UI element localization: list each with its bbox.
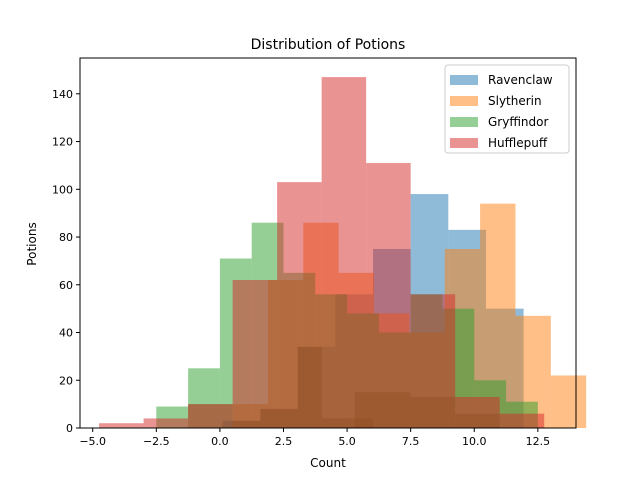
- x-tick-label: 12.5: [526, 435, 551, 448]
- bar-hufflepuff: [321, 77, 367, 428]
- overlap-bar: [188, 404, 233, 428]
- x-tick-label: 2.5: [275, 435, 293, 448]
- y-tick-label: 20: [59, 374, 73, 387]
- bar-hufflepuff: [410, 294, 456, 428]
- legend-label-slytherin: Slytherin: [488, 94, 542, 108]
- overlap-bar: [232, 420, 261, 428]
- x-tick-label: 7.5: [402, 435, 420, 448]
- plot-area: [99, 77, 587, 428]
- overlap-bar: [354, 392, 411, 428]
- bar-hufflepuff: [232, 280, 278, 428]
- legend-swatch-ravenclaw: [450, 75, 478, 85]
- legend-box: [444, 64, 570, 154]
- overlap-patches: [188, 346, 500, 428]
- y-tick-label: 140: [52, 88, 73, 101]
- y-tick-label: 40: [59, 327, 73, 340]
- bar-hufflepuff: [99, 423, 144, 428]
- chart-title: Distribution of Potions: [251, 37, 406, 53]
- y-axis-label: Potions: [25, 222, 39, 265]
- overlap-bar: [455, 413, 500, 428]
- y-tick-label: 60: [59, 279, 73, 292]
- x-tick-label: −5.0: [79, 435, 106, 448]
- overlap-bar: [321, 418, 374, 428]
- bar-hufflepuff: [455, 396, 500, 428]
- bar-slytherin: [550, 375, 587, 428]
- x-axis-label: Count: [310, 456, 346, 470]
- legend-swatch-gryffindor: [450, 117, 478, 127]
- x-tick-label: 0.0: [211, 435, 229, 448]
- bar-hufflepuff: [277, 182, 322, 428]
- legend-label-gryffindor: Gryffindor: [488, 115, 549, 129]
- y-tick-label: 100: [52, 183, 73, 196]
- overlap-bar: [260, 408, 298, 428]
- legend-label-hufflepuff: Hufflepuff: [488, 136, 548, 150]
- x-tick-label: 10.0: [462, 435, 487, 448]
- bar-hufflepuff: [499, 413, 545, 428]
- legend-swatch-slytherin: [450, 96, 478, 106]
- legend-label-ravenclaw: Ravenclaw: [488, 73, 553, 87]
- y-axis: 0 20 40 60 80 100 120 140: [52, 88, 80, 435]
- bar-hufflepuff: [366, 163, 411, 428]
- x-axis: −5.0 −2.5 0.0 2.5 5.0 7.5 10.0 12.5: [79, 428, 550, 448]
- bar-hufflepuff: [188, 404, 233, 428]
- overlap-bar: [297, 346, 322, 428]
- x-tick-label: −2.5: [143, 435, 170, 448]
- x-tick-label: 5.0: [338, 435, 356, 448]
- legend-swatch-hufflepuff: [450, 138, 478, 148]
- axes-frame: [79, 57, 577, 429]
- series-hufflepuff: [99, 77, 545, 428]
- y-tick-label: 80: [59, 231, 73, 244]
- y-tick-label: 120: [52, 136, 73, 149]
- bar-hufflepuff: [143, 418, 189, 428]
- legend: Ravenclaw Slytherin Gryffindor Hufflepuff: [444, 64, 570, 154]
- y-tick-label: 0: [66, 422, 73, 435]
- overlap-bar: [410, 396, 456, 428]
